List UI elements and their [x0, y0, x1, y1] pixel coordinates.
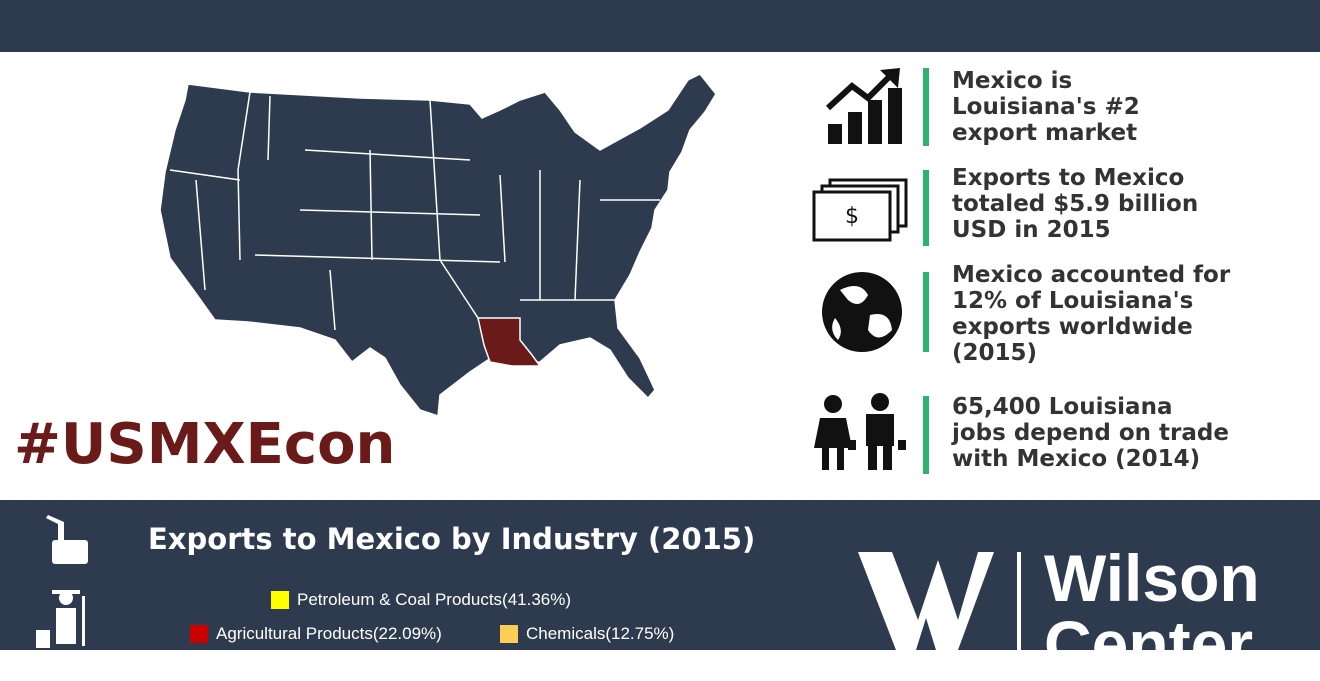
legend-swatch: [500, 625, 518, 643]
fact-line: 12% of Louisiana's: [952, 288, 1194, 314]
graphics: $: [36, 68, 1021, 650]
legend-swatch: [271, 591, 289, 609]
legend-label: Agricultural Products(22.09%): [216, 624, 442, 643]
legend-item: Agricultural Products(22.09%): [190, 624, 442, 644]
fact-line: USD in 2015: [952, 217, 1111, 243]
logo-text: Center: [1044, 607, 1254, 681]
legend-label: Petroleum & Coal Products(41.36%): [297, 590, 572, 609]
fact-line: totaled $5.9 billion: [952, 191, 1199, 217]
fact-line: jobs depend on trade: [952, 420, 1229, 446]
fact-line: Mexico is: [952, 68, 1073, 94]
fact-line: exports worldwide: [952, 314, 1193, 340]
us-map: [159, 73, 717, 418]
globe-icon: [822, 272, 902, 352]
chart-title: Exports to Mexico by Industry (2015): [148, 522, 756, 556]
money-icon: $: [812, 178, 908, 242]
fact-line: (2015): [952, 340, 1038, 366]
legend-label: Chemicals(12.75%): [526, 624, 675, 643]
fact-line: 65,400 Louisiana: [952, 394, 1173, 420]
legend-item: Petroleum & Coal Products(41.36%): [271, 590, 571, 610]
top-bar: [0, 0, 1320, 52]
fact-divider: [923, 396, 929, 474]
legend-item: Chemicals(12.75%): [500, 624, 674, 644]
louisiana: [477, 317, 542, 367]
farmer-icon: [36, 590, 85, 648]
chart-icon: [825, 68, 902, 144]
svg-text:$: $: [845, 204, 859, 229]
people-icon: [814, 393, 906, 470]
oil-can-icon: [46, 515, 88, 564]
fact-divider: [923, 68, 929, 146]
logo-text: Wilson: [1044, 541, 1260, 615]
page: $ #USMXEcon Mexico is Louisiana's #2 expor…: [0, 0, 1320, 650]
fact-line: Mexico accounted for: [952, 262, 1231, 288]
bottom-panel: [0, 500, 1320, 650]
fact-line: export market: [952, 120, 1138, 146]
fact-text: Exports to Mexico totaled $5.9 billion USD…: [952, 165, 1198, 243]
fact-divider: [923, 272, 929, 352]
fact-line: with Mexico (2014): [952, 446, 1201, 472]
fact-line: Louisiana's #2: [952, 94, 1140, 120]
fact-text: Mexico is Louisiana's #2 export market: [952, 68, 1140, 146]
fact-line: Exports to Mexico: [952, 165, 1185, 191]
wilson-logo-mark: [858, 552, 1021, 650]
fact-divider: [923, 170, 929, 246]
fact-text: Mexico accounted for 12% of Louisiana's ex…: [952, 262, 1230, 366]
fact-text: 65,400 Louisiana jobs depend on trade with…: [952, 394, 1229, 472]
hashtag: #USMXEcon: [14, 412, 396, 477]
legend-swatch: [190, 625, 208, 643]
